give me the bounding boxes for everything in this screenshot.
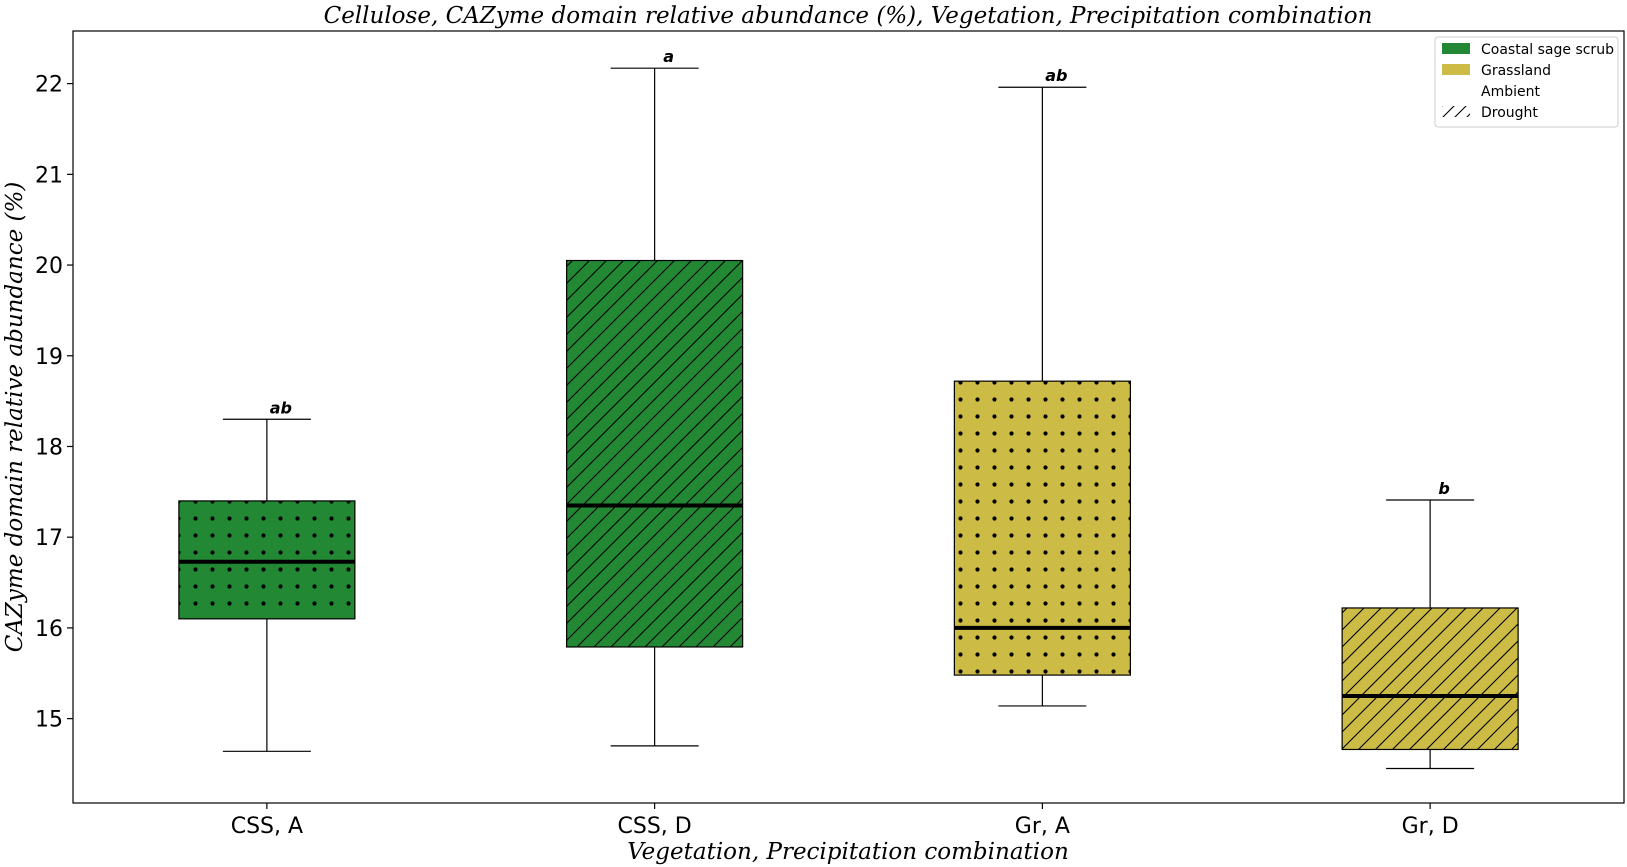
legend: Coastal sage scrub Grassland Ambient Dro… bbox=[1434, 36, 1619, 128]
boxes-layer: ab a ab b bbox=[178, 47, 1519, 770]
y-tick-label: 16 bbox=[35, 617, 63, 642]
y-tick-label: 17 bbox=[35, 526, 63, 551]
legend-swatch-drought bbox=[1442, 106, 1470, 117]
box-gr-a: ab bbox=[953, 66, 1131, 707]
chart-title: Cellulose, CAZyme domain relative abunda… bbox=[324, 3, 1373, 29]
y-axis-label: CAZyme domain relative abundance (%) bbox=[2, 182, 28, 653]
box-gr-d: b bbox=[1341, 479, 1519, 770]
legend-label-drought: Drought bbox=[1481, 105, 1538, 121]
legend-label-ambient: Ambient bbox=[1481, 84, 1540, 100]
y-tick-label: 15 bbox=[35, 708, 63, 733]
x-axis: CSS, A CSS, D Gr, A Gr, D bbox=[231, 803, 1459, 839]
significance-label: ab bbox=[270, 398, 292, 417]
box-hatch bbox=[1341, 607, 1519, 751]
y-tick-label: 18 bbox=[35, 435, 63, 460]
significance-label: a bbox=[663, 47, 674, 66]
significance-label: b bbox=[1438, 479, 1449, 498]
y-axis: 15 16 17 18 19 20 21 22 bbox=[35, 73, 73, 733]
plot-area-frame bbox=[72, 30, 1625, 804]
y-tick-label: 19 bbox=[35, 345, 63, 370]
legend-swatch-coastal-sage-scrub bbox=[1442, 43, 1470, 54]
significance-label: ab bbox=[1045, 66, 1067, 85]
y-tick-label: 20 bbox=[35, 254, 63, 279]
x-tick-label: Gr, A bbox=[1015, 814, 1070, 839]
legend-label-grassland: Grassland bbox=[1481, 63, 1551, 79]
legend-label-coastal-sage-scrub: Coastal sage scrub bbox=[1481, 42, 1614, 58]
legend-swatch-grassland bbox=[1442, 64, 1470, 75]
box-css-d: a bbox=[566, 47, 744, 747]
y-tick-label: 21 bbox=[35, 163, 63, 188]
x-tick-label: Gr, D bbox=[1402, 814, 1459, 839]
x-tick-label: CSS, D bbox=[618, 814, 692, 839]
box-css-a: ab bbox=[178, 398, 356, 752]
x-axis-label: Vegetation, Precipitation combination bbox=[627, 839, 1069, 865]
x-tick-label: CSS, A bbox=[231, 814, 303, 839]
box-hatch bbox=[566, 259, 744, 648]
y-tick-label: 22 bbox=[35, 73, 63, 98]
legend-frame bbox=[1434, 36, 1619, 128]
box-hatch bbox=[953, 380, 1131, 676]
